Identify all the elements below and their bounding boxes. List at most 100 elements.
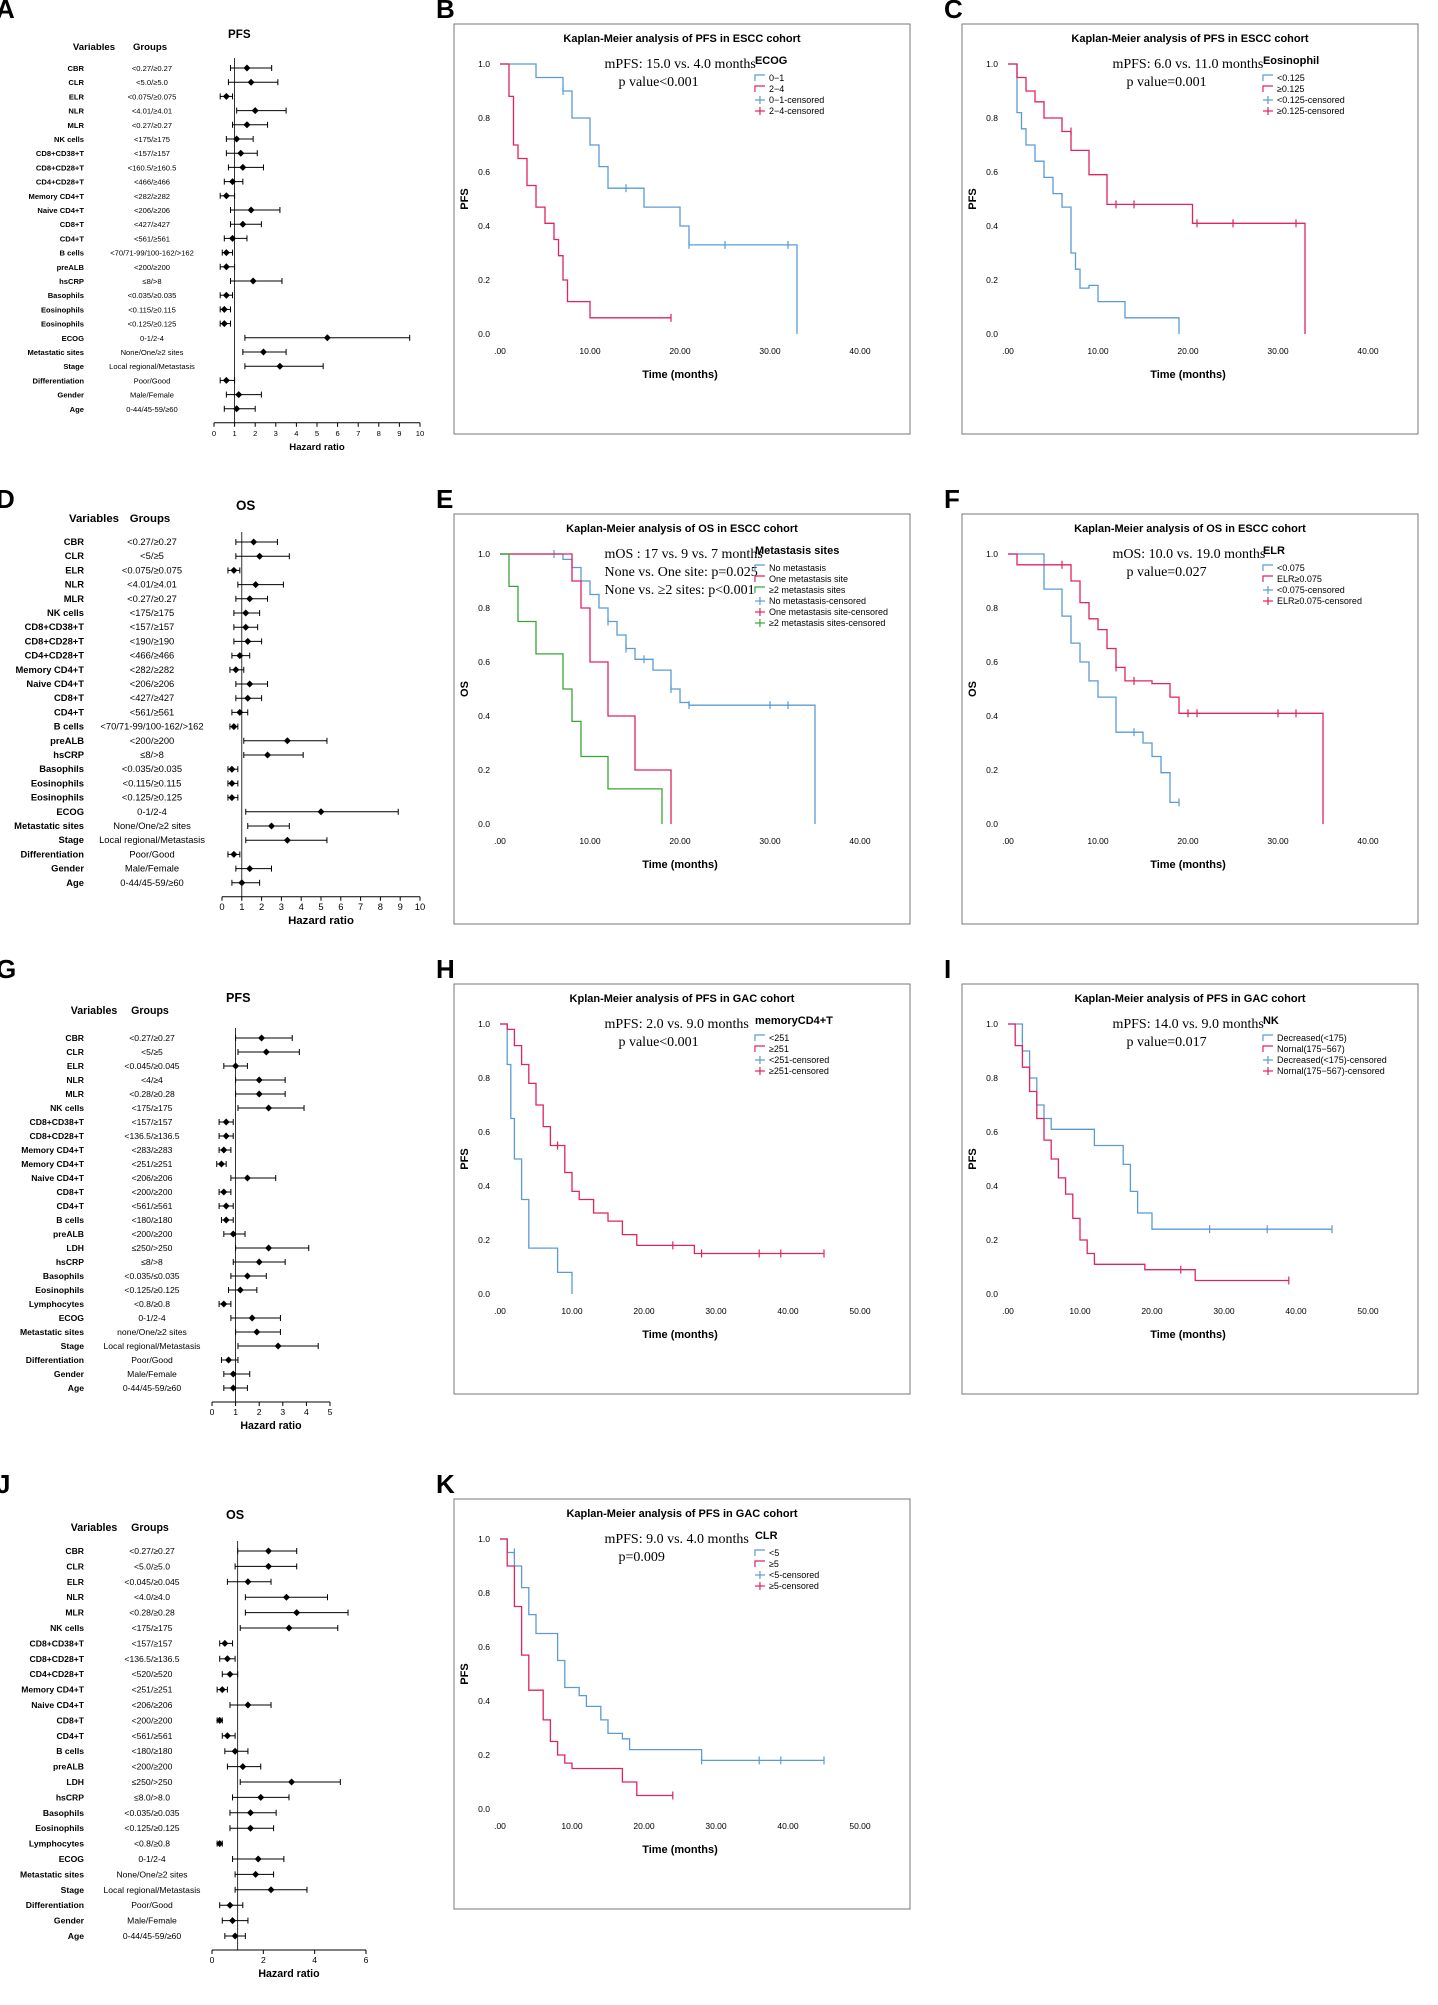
- row-variable: MLR: [68, 121, 85, 130]
- x-tick-label: 50.00: [1357, 1306, 1379, 1316]
- header-groups: Groups: [130, 513, 171, 525]
- survival-curve: [500, 1538, 824, 1762]
- x-tick-label: 20.00: [633, 1821, 655, 1831]
- panel-j: J Variables Groups OS CBR <0.27/≥0.27 CLR <5.0/…: [0, 1469, 440, 2005]
- row-variable: CD4+T: [57, 1731, 85, 1741]
- x-tick-label: 4: [304, 1407, 309, 1417]
- hr-point: [283, 737, 291, 745]
- forest-title: PFS: [228, 28, 251, 41]
- row-group: <0.8/≥0.8: [134, 1299, 170, 1309]
- hr-point: [265, 1104, 273, 1112]
- x-tick-label: 4: [299, 901, 304, 912]
- annotation-text: p value=0.001: [1126, 75, 1206, 90]
- legend-swatch: [754, 1560, 765, 1567]
- row-variable: Eosinophils: [41, 320, 84, 329]
- hr-point: [218, 1686, 226, 1694]
- annotation-text: mOS: 10.0 vs. 19.0 months: [1112, 547, 1265, 562]
- survival-curve: [500, 1538, 673, 1797]
- hr-point: [237, 149, 245, 157]
- row-group: <200/≥200: [134, 263, 170, 272]
- legend-label: ELR≥0.075-censored: [1277, 596, 1362, 606]
- annotation-text: p value=0.027: [1126, 565, 1206, 580]
- legend-label: No metastasis: [769, 563, 827, 573]
- row-variable: B cells: [54, 721, 84, 732]
- row-variable: CD4+CD28+T: [25, 650, 85, 661]
- row-group: None/One/≥2 sites: [113, 820, 191, 831]
- y-tick-label: 1.0: [478, 1534, 490, 1544]
- row-variable: ELR: [67, 1061, 85, 1071]
- x-tick-label: 10.00: [579, 836, 601, 846]
- legend-label: <0.075-censored: [1277, 585, 1345, 595]
- row-group: <0.075/≥0.075: [122, 564, 182, 575]
- hr-point: [288, 1778, 296, 1786]
- row-variable: Naive CD4+T: [26, 678, 84, 689]
- row-group: <0.035/≤0.035: [124, 1271, 179, 1281]
- legend-swatch: [1262, 74, 1273, 81]
- x-tick-label: 2: [253, 429, 257, 438]
- row-variable: NK cells: [50, 1103, 84, 1113]
- row-variable: Stage: [58, 834, 84, 845]
- row-group: <4.01/≥4.01: [127, 579, 177, 590]
- y-tick-label: 0.0: [478, 819, 490, 829]
- row-group: none/One/≥2 sites: [117, 1327, 187, 1337]
- hr-point: [228, 794, 236, 802]
- x-tick-label: 40.00: [777, 1821, 799, 1831]
- hr-point: [255, 1090, 263, 1098]
- hr-point: [229, 1917, 237, 1925]
- x-tick-label: 40.00: [849, 346, 871, 356]
- legend-label: One metastasis site-censored: [769, 607, 888, 617]
- row-variable: Eosinophils: [35, 1285, 84, 1295]
- row-group: 0-1/2-4: [138, 1313, 165, 1323]
- x-tick-label: 3: [274, 429, 278, 438]
- km-curve-plot: Kaplan-Meier analysis of PFS in ESCC coh…: [453, 23, 911, 435]
- legend-title: ELR: [1263, 545, 1285, 557]
- x-tick-label: 5: [328, 1407, 333, 1417]
- hr-point: [252, 581, 260, 589]
- hr-point: [250, 538, 258, 546]
- hr-point: [242, 623, 250, 631]
- plot-frame: [961, 513, 1419, 925]
- annotation-text: p value=0.017: [1126, 1035, 1206, 1050]
- row-variable: Gender: [54, 1916, 85, 1926]
- legend-title: NK: [1263, 1015, 1279, 1027]
- panel-c: C Kaplan-Meier analysis of PFS in ESCC co…: [944, 0, 1438, 470]
- hr-point: [247, 1809, 254, 1817]
- row-group: <0.27/≥0.27: [127, 593, 177, 604]
- header-variables: Variables: [69, 513, 119, 525]
- hr-point: [223, 1655, 231, 1663]
- y-tick-label: 0.2: [986, 1235, 998, 1245]
- row-variable: CD8+CD28+T: [36, 163, 84, 172]
- row-variable: Age: [68, 1383, 84, 1393]
- hr-point: [247, 78, 255, 86]
- row-variable: Eosinophils: [31, 777, 84, 788]
- row-variable: CD8+CD38+T: [25, 621, 85, 632]
- row-group: <251/≥251: [132, 1159, 173, 1169]
- row-variable: preALB: [53, 1229, 84, 1239]
- header-groups: Groups: [131, 1522, 169, 1534]
- x-tick-label: 3: [279, 901, 284, 912]
- x-axis-label: Time (months): [1150, 369, 1226, 381]
- panel-a: A Variables Groups PFS CBR <0.27/≥0.27 CLR <5.0…: [0, 0, 440, 470]
- x-tick-label: 0: [212, 429, 216, 438]
- hr-point: [228, 779, 236, 787]
- row-variable: Stage: [61, 1341, 85, 1351]
- hr-point: [226, 1901, 234, 1909]
- row-group: <0.27/≥0.27: [132, 64, 172, 73]
- x-tick-label: 10.00: [561, 1306, 583, 1316]
- row-variable: Gender: [57, 391, 84, 400]
- x-axis-label: Hazard ratio: [288, 915, 354, 927]
- row-group: <0.045/≥0.045: [124, 1061, 179, 1071]
- y-tick-label: 0.2: [478, 275, 490, 285]
- hr-point: [229, 178, 237, 186]
- legend-label: 2−4: [769, 84, 784, 94]
- hr-point: [233, 135, 241, 143]
- km-curve-plot: Kaplan-Meier analysis of OS in ESCC coho…: [453, 513, 911, 925]
- x-tick-label: 1: [239, 901, 244, 912]
- row-group: <0.125/≥0.125: [122, 792, 182, 803]
- legend-label: ≥2 metastasis sites-censored: [769, 618, 886, 628]
- forest-plot: Variables Groups PFS CBR <0.27/≥0.27 CLR <5/≥5…: [20, 991, 333, 1432]
- hr-point: [231, 1747, 239, 1755]
- row-variable: CD8+T: [57, 1187, 85, 1197]
- y-tick-label: 1.0: [986, 1019, 998, 1029]
- hr-point: [220, 1146, 228, 1154]
